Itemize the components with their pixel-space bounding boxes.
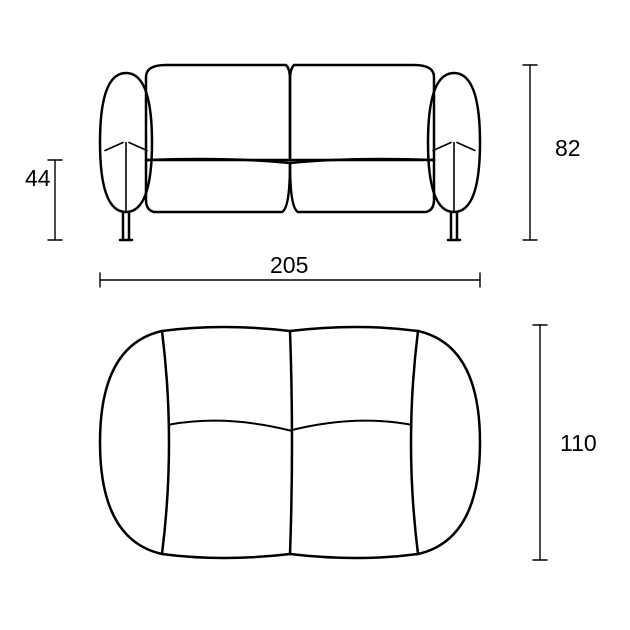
label-seat-height: 44 [25, 165, 51, 192]
diagram-canvas [0, 0, 630, 630]
label-depth: 110 [560, 430, 597, 457]
label-width: 205 [270, 252, 308, 279]
label-back-height: 82 [555, 135, 581, 162]
